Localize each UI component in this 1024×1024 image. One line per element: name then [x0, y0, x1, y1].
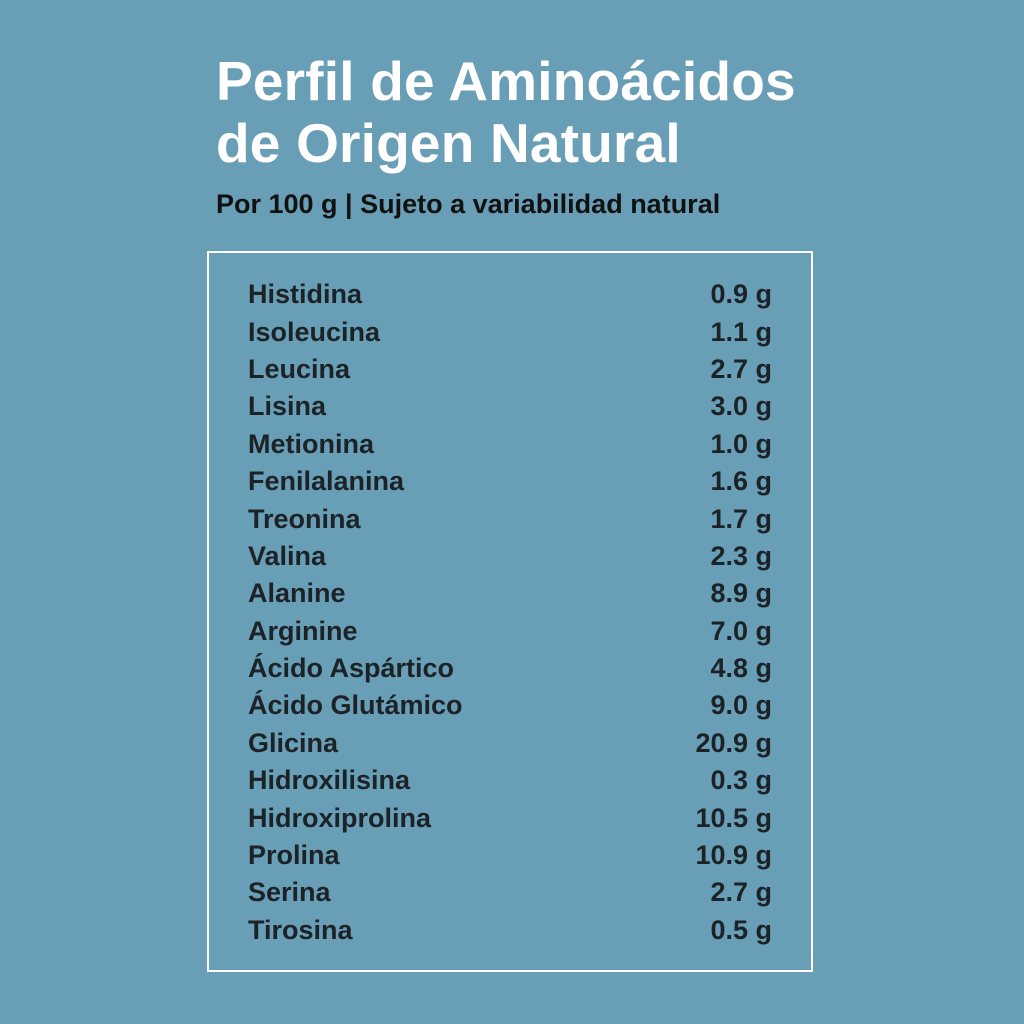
- amino-acid-amount: 0.3 g: [710, 765, 772, 796]
- table-row: Hidroxiprolina 10.5 g: [248, 799, 772, 836]
- amino-acid-name: Hidroxiprolina: [248, 802, 432, 833]
- amino-acid-amount: 20.9 g: [695, 727, 772, 758]
- table-row: Glicina 20.9 g: [248, 725, 772, 762]
- amino-acid-name: Fenilalanina: [248, 466, 405, 497]
- table-row: Hidroxilisina 0.3 g: [248, 762, 772, 799]
- table-row: Serina 2.7 g: [248, 874, 772, 911]
- amino-acid-name: Ácido Glutámico: [248, 690, 463, 721]
- table-row: Histidina 0.9 g: [248, 276, 772, 313]
- table-row: Valina 2.3 g: [248, 538, 772, 575]
- amino-acid-amount: 10.9 g: [695, 840, 772, 871]
- amino-acid-table: Histidina 0.9 g Isoleucina 1.1 g Leucina 2.7 …: [207, 251, 813, 972]
- amino-acid-amount: 4.8 g: [710, 653, 772, 684]
- amino-acid-amount: 2.7 g: [710, 877, 772, 908]
- amino-acid-amount: 9.0 g: [710, 690, 772, 721]
- amino-acid-amount: 0.5 g: [710, 914, 772, 945]
- table-row: Ácido Aspártico 4.8 g: [248, 650, 772, 687]
- amino-acid-amount: 0.9 g: [710, 279, 772, 310]
- table-row: Arginine 7.0 g: [248, 613, 772, 650]
- amino-acid-name: Arginine: [248, 615, 358, 646]
- amino-acid-amount: 2.3 g: [710, 540, 772, 571]
- amino-acid-name: Lisina: [248, 391, 327, 422]
- amino-acid-amount: 2.7 g: [710, 353, 772, 384]
- table-row: Treonina 1.7 g: [248, 500, 772, 537]
- amino-acid-name: Ácido Aspártico: [248, 653, 455, 684]
- amino-acid-amount: 3.0 g: [710, 391, 772, 422]
- amino-acid-amount: 7.0 g: [710, 615, 772, 646]
- amino-acid-name: Histidina: [248, 279, 363, 310]
- page-title: Perfil de Aminoácidos de Origen Natural: [216, 50, 936, 174]
- amino-acid-amount: 1.7 g: [710, 503, 772, 534]
- amino-acid-amount: 10.5 g: [695, 802, 772, 833]
- amino-acid-name: Prolina: [248, 840, 340, 871]
- title-line-1: Perfil de Aminoácidos: [216, 50, 796, 112]
- table-row: Prolina 10.9 g: [248, 837, 772, 874]
- table-row: Lisina 3.0 g: [248, 388, 772, 425]
- amino-acid-name: Serina: [248, 877, 331, 908]
- amino-acid-name: Isoleucina: [248, 316, 381, 347]
- amino-acid-name: Treonina: [248, 503, 361, 534]
- table-row: Fenilalanina 1.6 g: [248, 463, 772, 500]
- amino-acid-list: Histidina 0.9 g Isoleucina 1.1 g Leucina 2.7 …: [248, 276, 772, 949]
- subtitle: Por 100 g | Sujeto a variabilidad natura…: [216, 189, 721, 219]
- amino-acid-name: Leucina: [248, 353, 351, 384]
- amino-acid-name: Alanine: [248, 578, 346, 609]
- amino-acid-name: Metionina: [248, 428, 374, 459]
- table-row: Alanine 8.9 g: [248, 575, 772, 612]
- amino-acid-name: Valina: [248, 540, 327, 571]
- amino-acid-name: Hidroxilisina: [248, 765, 411, 796]
- amino-acid-amount: 1.1 g: [710, 316, 772, 347]
- table-row: Metionina 1.0 g: [248, 426, 772, 463]
- table-row: Tirosina 0.5 g: [248, 912, 772, 949]
- amino-acid-name: Glicina: [248, 727, 339, 758]
- title-line-2: de Origen Natural: [216, 112, 681, 174]
- table-row: Leucina 2.7 g: [248, 351, 772, 388]
- table-row: Isoleucina 1.1 g: [248, 313, 772, 350]
- amino-acid-amount: 1.6 g: [710, 466, 772, 497]
- amino-acid-name: Tirosina: [248, 914, 353, 945]
- amino-acid-amount: 1.0 g: [710, 428, 772, 459]
- table-row: Ácido Glutámico 9.0 g: [248, 687, 772, 724]
- amino-acid-amount: 8.9 g: [710, 578, 772, 609]
